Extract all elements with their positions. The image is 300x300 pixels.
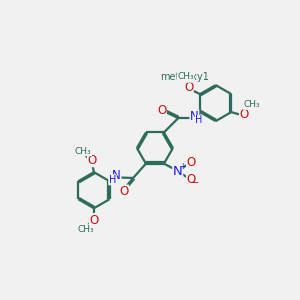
Text: O: O — [157, 104, 166, 117]
Text: O: O — [87, 154, 97, 167]
Text: CH₃: CH₃ — [77, 225, 94, 234]
Text: −: − — [191, 178, 199, 188]
Text: O: O — [89, 214, 98, 226]
Text: O: O — [240, 108, 249, 122]
Text: methoxy: methoxy — [184, 76, 190, 77]
Text: CH₃: CH₃ — [75, 147, 92, 156]
Text: CH₃: CH₃ — [177, 73, 194, 82]
Text: N: N — [112, 169, 121, 182]
Text: N: N — [190, 110, 199, 123]
Text: O: O — [119, 185, 129, 198]
Text: H: H — [195, 116, 202, 125]
Text: O: O — [187, 156, 196, 169]
Text: CH₃: CH₃ — [244, 100, 260, 109]
Text: O: O — [184, 81, 193, 94]
Text: methoxy1: methoxy1 — [160, 72, 209, 82]
Text: +: + — [179, 162, 185, 171]
Text: N: N — [173, 164, 183, 178]
Text: O: O — [187, 173, 196, 186]
Text: H: H — [109, 175, 116, 185]
